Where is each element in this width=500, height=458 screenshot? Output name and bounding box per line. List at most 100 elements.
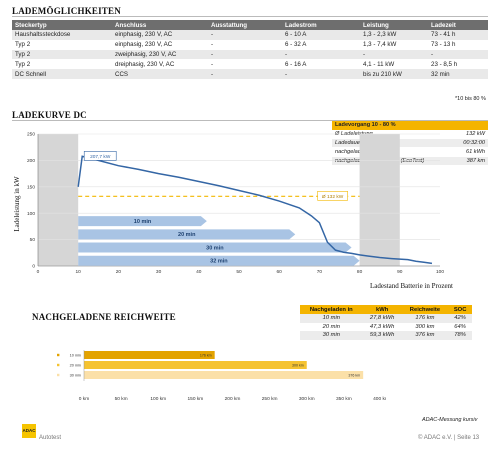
info-value: 00:32:00	[463, 140, 485, 146]
x-tick-label: 60	[277, 269, 283, 275]
x-tick-label: 150 km	[188, 396, 204, 402]
table-row: Haushaltssteckdose einphasig, 230 V, AC -6…	[12, 30, 488, 40]
column-header: Leistung	[360, 20, 428, 30]
avg-label-box	[317, 191, 348, 201]
time-bar	[78, 242, 352, 253]
table-cell: 10 min	[300, 314, 363, 323]
shaded-range	[359, 134, 400, 266]
x-tick-label: 200 km	[225, 396, 241, 402]
time-bar-label: 30 min	[206, 245, 224, 251]
table-cell: -	[208, 30, 282, 40]
range-bar	[84, 351, 215, 359]
table-cell: 176 km	[401, 314, 449, 323]
y-tick-label: 200	[27, 158, 35, 164]
column-header: Ladezeit	[428, 20, 488, 30]
time-bar-label: 20 min	[178, 232, 196, 238]
column-header: SOC	[448, 305, 472, 314]
column-header: Ladestrom	[282, 20, 360, 30]
charge-curve-title: LADEKURVE DC	[12, 110, 87, 120]
table-cell: Typ 2	[12, 49, 112, 60]
time-bar	[78, 216, 207, 227]
x-tick-label: 100	[436, 269, 444, 275]
x-tick-label: 50	[236, 269, 242, 275]
table-cell: 20 min	[322, 323, 340, 330]
range-bar-value: 300 km	[292, 363, 304, 367]
range-table: Nachgeladen in kWh Reichweite SOC 10 min 27,…	[300, 305, 472, 340]
table-cell: Haushaltssteckdose	[12, 30, 112, 40]
table-cell: 30 min	[300, 331, 363, 340]
range-bar-category: 30 min	[70, 373, 81, 377]
table-cell: 1,3 - 7,4 kW	[363, 41, 397, 49]
table-cell: 6 - 16 A	[285, 60, 307, 68]
time-bar	[78, 229, 296, 240]
table-cell: einphasig, 230 V, AC	[112, 30, 208, 40]
column-header: Anschluss	[112, 20, 208, 30]
table-cell: 376 km	[401, 331, 449, 340]
curve-divider	[12, 120, 488, 121]
table-cell: 6 - 32 A	[285, 41, 307, 49]
shaded-range	[38, 134, 79, 266]
title-divider	[12, 16, 488, 17]
table-cell: CCS	[112, 69, 208, 79]
table-cell: -	[211, 60, 214, 68]
page-title: LADEMÖGLICHKEITEN	[12, 6, 121, 16]
table-cell: 300 km	[415, 323, 435, 330]
table-cell: dreiphasig, 230 V, AC	[115, 60, 175, 68]
charge-curve-line	[77, 155, 433, 265]
curve-x-label: Ladestand Batterie in Prozent	[370, 282, 453, 290]
time-bar-label: 10 min	[134, 219, 152, 225]
column-header: Nachgeladen in	[300, 305, 363, 314]
avg-label: Ø 132 kW	[322, 194, 344, 200]
table-row: DC Schnell CCS - - bis zu 210 kW 32 min	[12, 69, 488, 79]
curve-y-label: Ladeleistung in kW	[13, 176, 21, 232]
table-row: 10 min 27,8 kWh 176 km 42%	[300, 314, 472, 323]
range-bar-value: 176 km	[200, 353, 212, 357]
range-note: ADAC-Messung kursiv	[422, 417, 478, 423]
info-row: Ladedauer 00:32:00	[332, 139, 488, 148]
column-header: Reichweite	[401, 305, 449, 314]
x-tick-label: 50 km	[115, 396, 128, 402]
x-tick-label: 250 km	[262, 396, 278, 402]
y-tick-label: 150	[27, 184, 35, 190]
table-cell: 78%	[448, 331, 472, 340]
table-cell: 73 - 13 h	[431, 41, 456, 49]
x-tick-label: 30	[156, 269, 162, 275]
range-bar-value: 376 km	[348, 373, 360, 377]
peak-label-box	[83, 151, 117, 161]
y-tick-label: 0	[32, 264, 35, 270]
info-header: Ladevorgang 10 - 80 %	[332, 121, 488, 130]
y-tick-label: 250	[27, 132, 35, 138]
range-bar	[84, 371, 364, 379]
column-header: Ausstattung	[208, 20, 282, 30]
charging-table: Steckertyp Anschluss Ausstattung Ladestrom L…	[12, 20, 488, 79]
range-bar-category: 10 min	[70, 353, 81, 357]
info-label: Ladedauer	[335, 140, 362, 146]
table-cell: -	[360, 49, 428, 60]
column-header: kWh	[362, 305, 402, 314]
info-value: 132 kW	[466, 131, 485, 137]
table-cell: -	[208, 49, 282, 60]
table-cell: 23 - 8,5 h	[431, 60, 458, 68]
table-cell: 64%	[454, 323, 466, 330]
table-cell: 4,1 - 11 kW	[363, 60, 395, 68]
table-cell: 59,3 kWh	[362, 331, 402, 340]
y-tick-label: 50	[30, 237, 36, 243]
table-row: Typ 2 zweiphasig, 230 V, AC - - - -	[12, 49, 488, 60]
charge-curve-chart: 0 50 100 150 200 250 0 10 20 30 40 50 60 70 80 90 100 10 …	[27, 132, 444, 275]
table-cell: DC Schnell	[12, 69, 112, 79]
column-header: Steckertyp	[12, 20, 112, 30]
x-tick-label: 80	[357, 269, 363, 275]
legend-swatch	[57, 353, 60, 357]
table-cell: zweiphasig, 230 V, AC	[112, 49, 208, 60]
table-cell: bis zu 210 kW	[360, 69, 428, 79]
table-row: Typ 2 einphasig, 230 V, AC - 6 - 32 A 1,3 - …	[12, 40, 488, 50]
x-tick-label: 100 km	[150, 396, 166, 402]
table-row: 30 min 59,3 kWh 376 km 78%	[300, 331, 472, 340]
legend-swatch	[57, 363, 60, 367]
info-value: 387 km	[466, 158, 485, 164]
x-tick-label: 400 km	[373, 396, 386, 402]
x-tick-label: 0	[37, 269, 40, 275]
table-cell: -	[282, 69, 360, 79]
adac-logo: ADAC	[22, 424, 36, 438]
table-row: Typ 2 dreiphasig, 230 V, AC - 6 - 16 A 4,1 -…	[12, 59, 488, 69]
